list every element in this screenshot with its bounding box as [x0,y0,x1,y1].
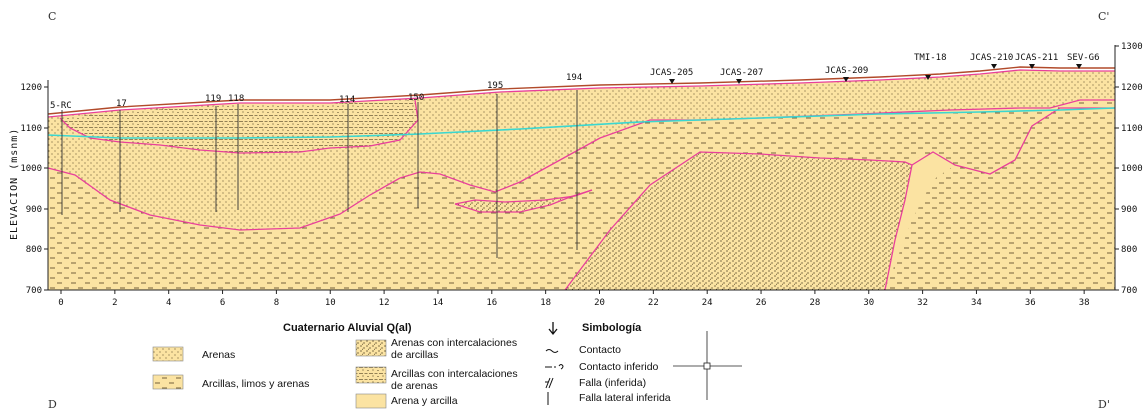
fault-icon [545,377,554,389]
legend-symbol-label: Contacto [579,344,621,356]
legend-symbol-label: Falla lateral inferida [579,392,671,404]
y-tick-right: 1000 [1121,164,1143,174]
station-marker [669,79,675,84]
y-tick-left: 800 [26,245,42,255]
legend-symbol-label: Contacto inferido [579,361,659,373]
x-tick-label: 22 [648,298,659,308]
y-tick-right: 900 [1121,205,1137,215]
x-tick-label: 34 [971,298,982,308]
y-tick-left: 900 [26,205,42,215]
y-tick-left: 700 [26,286,42,296]
contact-icon [545,349,559,353]
x-tick-label: 10 [325,298,336,308]
x-tick-label: 38 [1079,298,1090,308]
x-axis: 0 2 4 6 8 10 12 14 16 18 20 22 24 26 28 30 32 34 36 38 [58,290,1090,308]
well-label: 118 [228,94,244,104]
y-tick-right: 1100 [1121,124,1143,134]
legend-symbol-title: Simbología [582,322,642,334]
x-tick-label: 8 [274,298,279,308]
legend-unit-title: Cuaternario Aluvial Q(al) [283,322,412,334]
corner-bottom-left: D [48,398,57,409]
y-tick-right: 700 [1121,286,1137,296]
x-tick-label: 4 [166,298,171,308]
y-axis-label: ELEVACION (msnm) [9,128,20,240]
section-body [47,45,1116,291]
locator-center [703,362,711,370]
station-marker [925,75,931,80]
x-tick-label: 32 [917,298,928,308]
x-tick-label: 14 [433,298,444,308]
well-label: 194 [566,73,582,83]
well-label: 17 [116,99,127,109]
well-labels: 5-RC 17 119 118 114 150 195 194 [50,73,582,111]
station-marker [1029,64,1035,69]
water-table [47,107,1116,139]
unit-arenas-int-lens [565,152,912,290]
y-tick-left: 1100 [20,124,42,134]
inferred-contact-icon [545,364,564,370]
well-label: 150 [408,93,424,103]
y-axis-right: 1300 1200 1100 1000 900 800 700 [1115,42,1143,296]
y-tick-left: 1200 [20,83,42,93]
x-tick-label: 16 [486,298,497,308]
legend-symbol-label: Falla (inferida) [579,377,646,389]
station-label: SEV-G6 [1067,53,1100,63]
legend-label: de arenas [391,380,438,392]
x-tick-label: 24 [702,298,713,308]
x-tick-label: 6 [220,298,225,308]
station-marker [1076,64,1082,69]
legend-swatch-arenas [152,346,184,362]
y-axis-left: 1200 1100 1000 900 800 700 [20,83,48,296]
station-labels: JCAS-205 JCAS-207 JCAS-209 TMI-18 JCAS-2… [650,53,1100,84]
station-marker [843,77,849,82]
legend-swatch-arenas-int [355,339,387,357]
station-label: JCAS-207 [720,68,763,78]
ground-surface [47,66,1115,115]
y-tick-right: 1200 [1121,83,1143,93]
y-tick-left: 1000 [20,164,42,174]
legend-label: Arenas [202,349,235,361]
x-tick-label: 20 [594,298,605,308]
station-label: JCAS-210 [970,53,1013,63]
legend-label: Arena y arcilla [391,395,458,407]
well-label: 5-RC [50,101,72,111]
x-tick-label: 12 [379,298,390,308]
corner-top-left: C [48,10,56,23]
station-label: JCAS-205 [650,68,693,78]
legend-swatch-arcillas [152,374,184,390]
unit-arcillas-lower [48,100,1115,290]
legend-swatch-plain [355,393,387,409]
contact-lines [47,69,1115,291]
unit-small-lens [455,190,592,212]
legend-label: Arenas con intercalaciones [391,337,517,349]
legend-label: Arcillas con intercalaciones [391,368,518,380]
boreholes [61,90,578,258]
corner-bottom-right: D' [1098,398,1110,409]
station-marker [991,64,997,69]
station-marker [736,79,742,84]
well-label: 119 [205,94,221,104]
x-tick-label: 2 [112,298,117,308]
legend-label: Arcillas, limos y arenas [202,378,309,390]
x-tick-label: 28 [809,298,820,308]
x-tick-label: 18 [540,298,551,308]
x-tick-label: 36 [1025,298,1036,308]
legend: Cuaternario Aluvial Q(al) Arenas Arcilla… [152,322,742,409]
corner-top-right: C' [1098,10,1109,23]
station-label: JCAS-211 [1015,53,1058,63]
unit-arcillas-int-basin [60,100,418,153]
station-label: TMI-18 [914,53,947,63]
legend-label: de arcillas [391,349,438,361]
well-label: 114 [339,95,355,105]
legend-swatch-arcillas-int [355,366,387,384]
y-tick-right: 800 [1121,245,1137,255]
x-tick-label: 26 [756,298,767,308]
x-tick-label: 0 [58,298,63,308]
well-label: 195 [487,81,503,91]
x-tick-label: 30 [863,298,874,308]
arrow-down-icon [548,322,558,336]
station-label: JCAS-209 [825,66,868,76]
y-tick-right: 1300 [1121,42,1143,52]
